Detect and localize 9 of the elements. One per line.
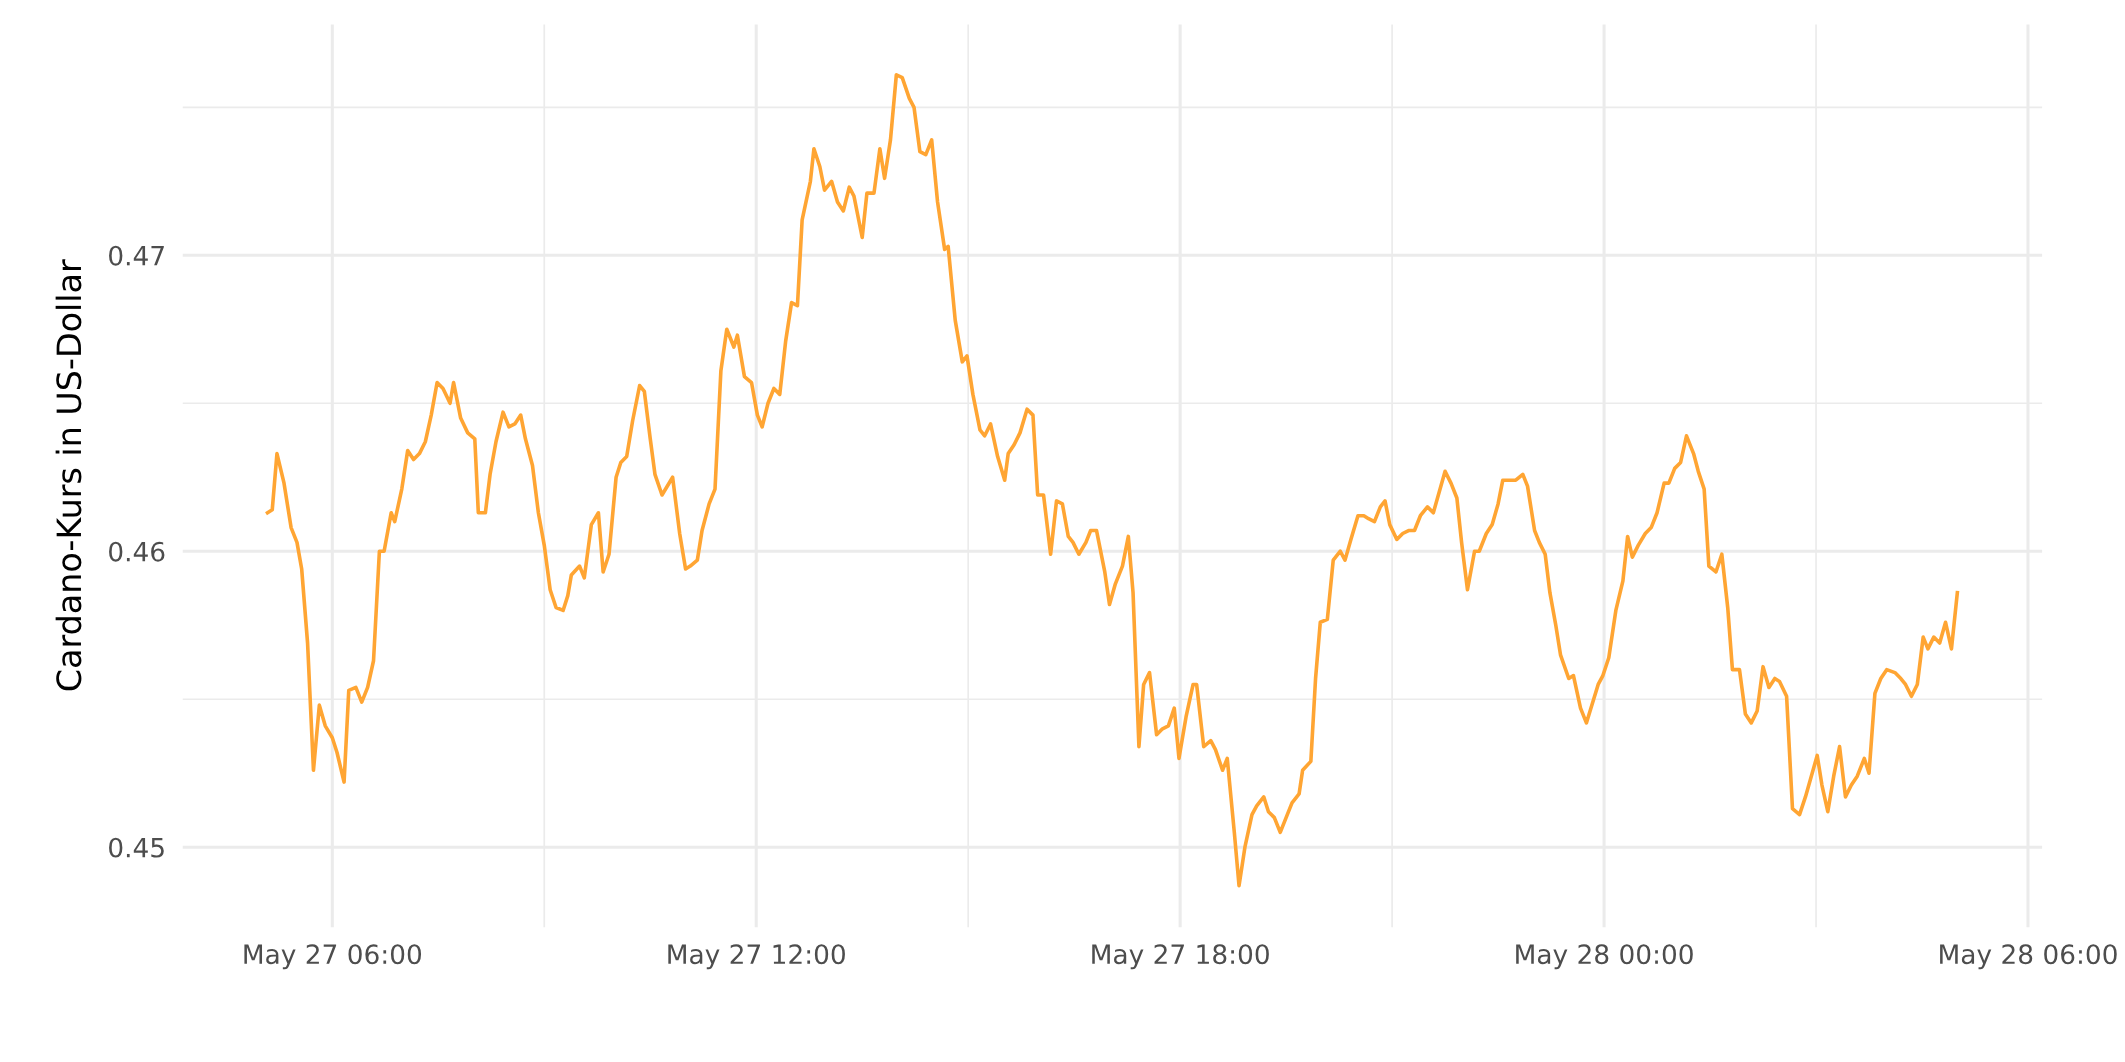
x-tick-label: May 28 06:00 [1940,944,2117,970]
y-tick-label: 0.46 [109,541,165,562]
y-tick-label: 0.45 [109,837,164,858]
x-tick-label: May 27 18:00 [1092,944,1269,970]
y-tick-label: 0.47 [109,245,164,266]
x-tick-label: May 27 12:00 [668,944,845,970]
y-axis-title: Cardano-Kurs in US-Dollar [55,259,82,691]
x-tick-label: May 28 00:00 [1516,944,1693,970]
x-tick-label: May 27 06:00 [244,944,422,970]
